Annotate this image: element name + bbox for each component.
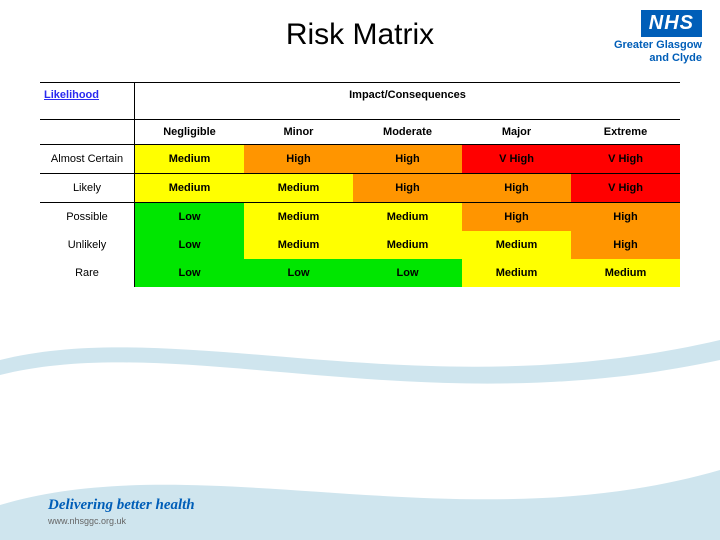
likelihood-header: Likelihood bbox=[40, 83, 135, 119]
row-label: Almost Certain bbox=[40, 145, 135, 173]
matrix-row: PossibleLowMediumMediumHighHigh bbox=[40, 203, 680, 231]
matrix-row: UnlikelyLowMediumMediumMediumHigh bbox=[40, 231, 680, 259]
matrix-cell: High bbox=[571, 231, 680, 259]
matrix-header-row: Likelihood Impact/Consequences bbox=[40, 83, 680, 120]
page-title: Risk Matrix bbox=[0, 0, 720, 82]
matrix-cell: High bbox=[353, 145, 462, 173]
matrix-cell: Medium bbox=[353, 203, 462, 231]
risk-matrix-table: Likelihood Impact/Consequences Negligibl… bbox=[40, 82, 680, 287]
matrix-cell: Low bbox=[135, 259, 244, 287]
matrix-cell: Medium bbox=[244, 174, 353, 202]
matrix-cell: Medium bbox=[353, 231, 462, 259]
matrix-row: RareLowLowLowMediumMedium bbox=[40, 259, 680, 287]
footer-tagline: Delivering better health bbox=[48, 497, 195, 514]
column-header-spacer bbox=[40, 120, 135, 144]
column-header: Negligible bbox=[135, 120, 244, 144]
matrix-cell: Medium bbox=[462, 259, 571, 287]
matrix-cell: Low bbox=[244, 259, 353, 287]
nhs-logo: NHS Greater Glasgow and Clyde bbox=[614, 10, 702, 64]
matrix-cell: High bbox=[462, 174, 571, 202]
matrix-cell: High bbox=[244, 145, 353, 173]
matrix-row: LikelyMediumMediumHighHighV High bbox=[40, 174, 680, 203]
matrix-cell: Medium bbox=[571, 259, 680, 287]
column-header: Moderate bbox=[353, 120, 462, 144]
matrix-row: Almost CertainMediumHighHighV HighV High bbox=[40, 145, 680, 174]
matrix-cell: Low bbox=[135, 231, 244, 259]
footer-url: www.nhsggc.org.uk bbox=[48, 516, 195, 526]
matrix-cell: Medium bbox=[244, 231, 353, 259]
matrix-column-headers: NegligibleMinorModerateMajorExtreme bbox=[40, 120, 680, 145]
matrix-cell: V High bbox=[571, 145, 680, 173]
nhs-logo-box: NHS bbox=[641, 10, 702, 37]
row-label: Rare bbox=[40, 259, 135, 287]
column-header: Extreme bbox=[571, 120, 680, 144]
matrix-cell: Low bbox=[353, 259, 462, 287]
row-label: Possible bbox=[40, 203, 135, 231]
matrix-cell: High bbox=[571, 203, 680, 231]
swoosh-top bbox=[0, 305, 720, 425]
matrix-cell: High bbox=[462, 203, 571, 231]
logo-sub-line2: and Clyde bbox=[614, 52, 702, 65]
row-label: Likely bbox=[40, 174, 135, 202]
row-label: Unlikely bbox=[40, 231, 135, 259]
column-header: Major bbox=[462, 120, 571, 144]
matrix-cell: Medium bbox=[244, 203, 353, 231]
logo-sub-line1: Greater Glasgow bbox=[614, 39, 702, 52]
matrix-cell: Medium bbox=[462, 231, 571, 259]
matrix-cell: Medium bbox=[135, 145, 244, 173]
matrix-cell: High bbox=[353, 174, 462, 202]
matrix-cell: V High bbox=[571, 174, 680, 202]
nhs-logo-subtitle: Greater Glasgow and Clyde bbox=[614, 39, 702, 64]
matrix-cell: Low bbox=[135, 203, 244, 231]
impact-header: Impact/Consequences bbox=[135, 83, 680, 119]
column-header: Minor bbox=[244, 120, 353, 144]
footer: Delivering better health www.nhsggc.org.… bbox=[48, 497, 195, 526]
matrix-cell: Medium bbox=[135, 174, 244, 202]
matrix-cell: V High bbox=[462, 145, 571, 173]
